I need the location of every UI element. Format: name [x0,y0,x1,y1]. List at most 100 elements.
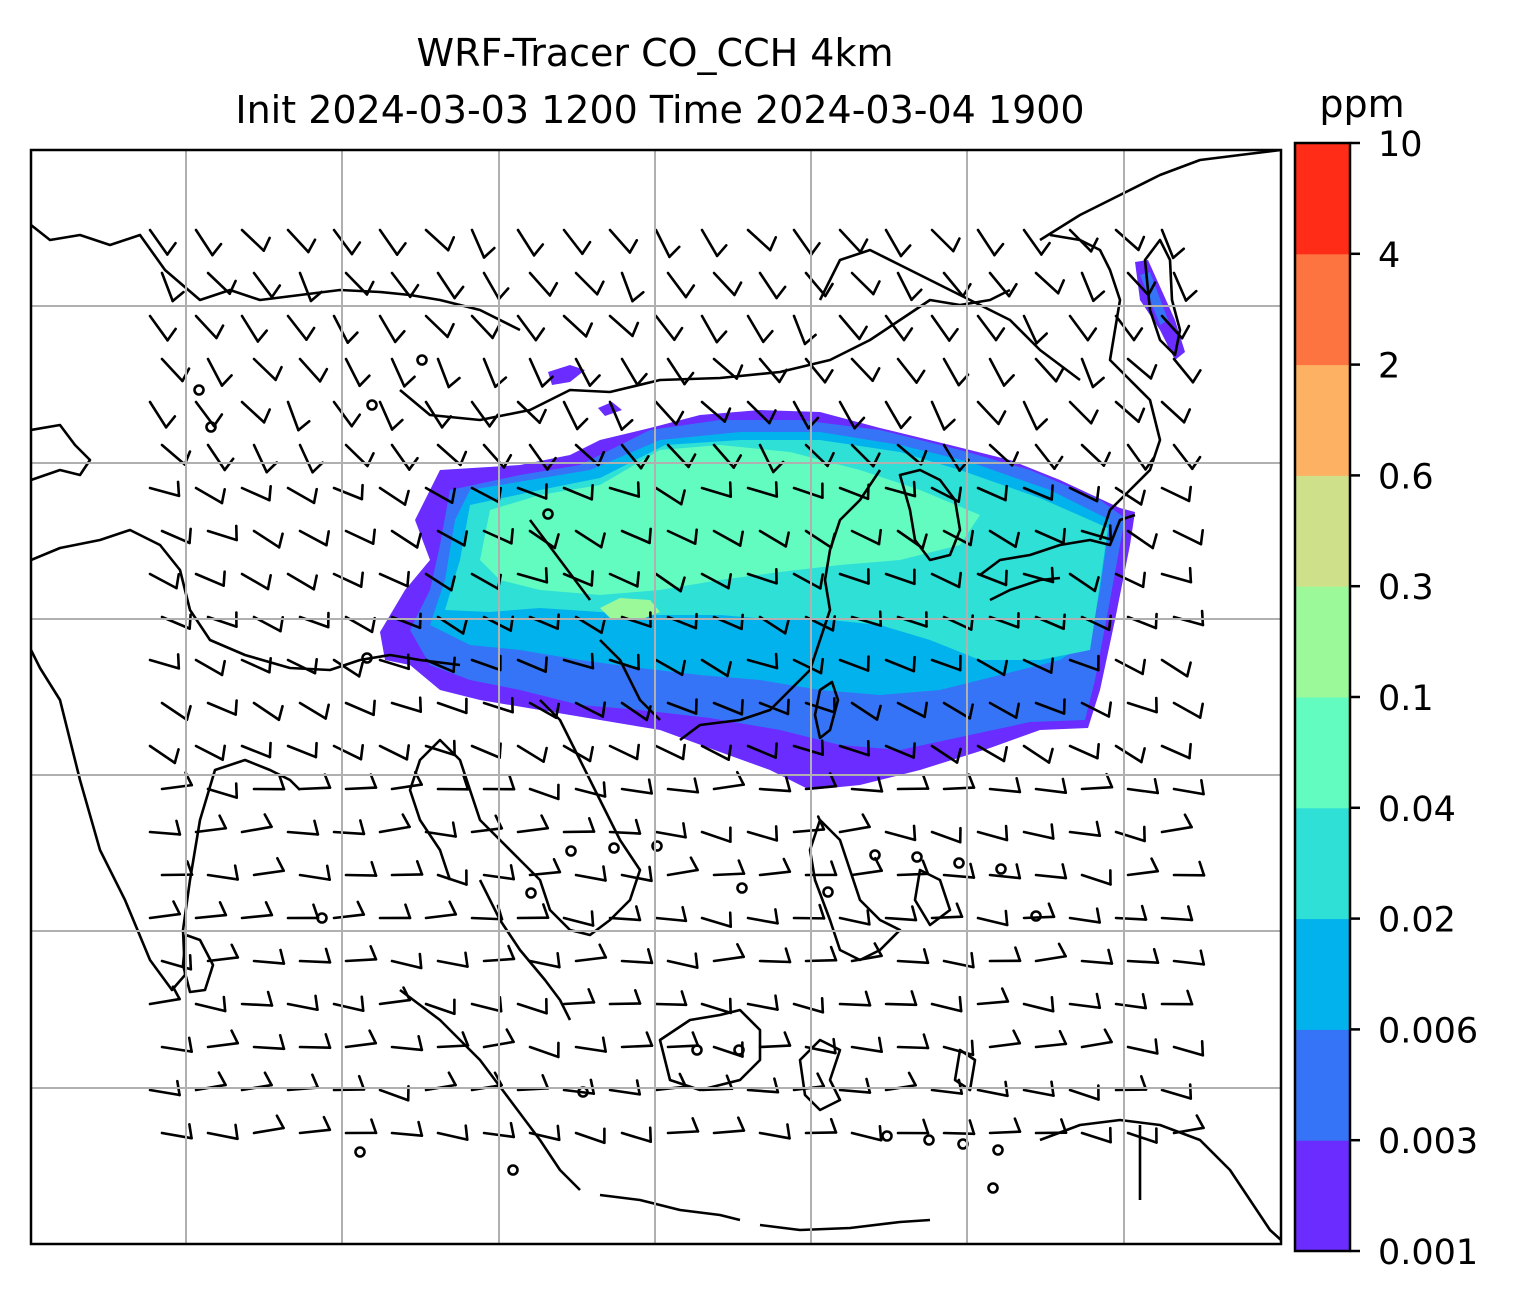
wind-barb [470,400,499,428]
wind-barb [194,314,225,340]
border-central-asia [31,223,521,332]
wind-barb [206,943,240,963]
wind-barb [1126,1127,1158,1144]
wind-barb [608,571,640,588]
wind-barb [286,572,318,591]
wind-barb [240,314,269,343]
wind-barb [792,572,825,590]
wind-barb [746,652,779,670]
wind-barb [194,744,227,762]
colorbar-unit-label: ppm [1319,82,1404,126]
wind-barb [1172,271,1198,302]
wind-barb [1034,357,1065,383]
calm-wind-markers [193,354,1042,1194]
wind-barb [666,1031,700,1049]
wind-barb [1160,566,1193,584]
wind-barb [574,943,608,963]
wind-barb [286,486,318,505]
wind-barb [516,314,546,342]
calm-marker-1 [205,421,217,433]
wind-barb [700,658,732,678]
wind-barb [838,314,868,341]
wind-barb [850,271,881,296]
wind-barb [1160,400,1192,424]
calm-marker-7 [608,842,620,854]
colorbar-tick-label-4: 0.04 [1378,790,1456,830]
wind-barb [1080,869,1112,886]
wind-barb [976,484,1008,502]
wind-barb [148,653,181,670]
wind-barb [470,228,496,259]
wind-barb [252,856,285,877]
wind-barb [930,654,962,672]
wind-barb [344,357,371,388]
wind-barb [424,486,456,504]
wind-barb [436,357,461,389]
wind-barb [884,990,918,1007]
wind-barbs [148,228,1206,1145]
wind-barb [712,943,746,963]
wind-barb [884,314,914,342]
wind-barb [470,995,503,1013]
wind-barb [608,743,640,761]
wind-barb [528,357,554,388]
wind-barb [620,271,645,303]
wind-barb [792,739,825,756]
wind-barb [1068,820,1102,838]
wind-barb [252,774,286,791]
wind-barb [620,1031,654,1049]
border-mongolia [399,288,1011,422]
wind-barb [884,742,916,759]
wind-barb [378,570,410,588]
wind-barb [436,697,468,715]
wind-barb [792,228,821,256]
wind-barb [1022,995,1055,1013]
wind-barb [516,228,545,257]
wind-barb [1114,825,1146,843]
wind-barb [206,782,239,799]
wind-barb [700,826,732,843]
wind-barb [654,228,681,259]
wind-barb [298,529,331,547]
wind-barb [838,483,870,501]
wind-barb [562,910,595,927]
calm-marker-15 [1030,910,1042,922]
wind-barb [1126,1038,1159,1055]
wind-barb [206,357,233,387]
wind-barb [562,314,594,338]
wind-barb [700,997,732,1015]
wind-barb [976,658,1008,677]
wind-barb [378,653,410,671]
plume-level-0.1 [600,598,660,620]
wind-barb [1114,904,1148,921]
calm-marker-8 [651,840,663,852]
wind-barb [1068,228,1099,253]
wind-barb [700,228,728,258]
colorbar-block-3 [1295,807,1350,920]
wind-barb [298,947,332,964]
wind-barb [240,741,272,759]
wind-barb [344,1118,378,1135]
wind-barb [436,1031,470,1049]
wind-barb [666,1117,700,1135]
wind-barb [666,271,696,299]
wind-barb [942,701,974,720]
wind-barb [1160,989,1194,1006]
wind-barb [562,652,595,670]
calm-marker-3 [416,354,428,366]
wind-barb [1172,949,1206,966]
wind-barb [896,271,923,302]
wind-barb [712,357,744,380]
wind-barb [620,948,654,965]
wind-barb [194,995,227,1013]
wind-barb [574,1036,607,1053]
wind-barb [620,527,652,545]
wind-barb [298,443,324,474]
wind-barb [758,271,787,300]
wind-barb [930,400,956,431]
plume-speck-1 [548,365,585,385]
wind-barb [930,571,962,589]
calm-marker-27 [987,1182,999,1194]
wind-barb [332,483,364,501]
coastline-russia-far-east [1039,150,1281,242]
